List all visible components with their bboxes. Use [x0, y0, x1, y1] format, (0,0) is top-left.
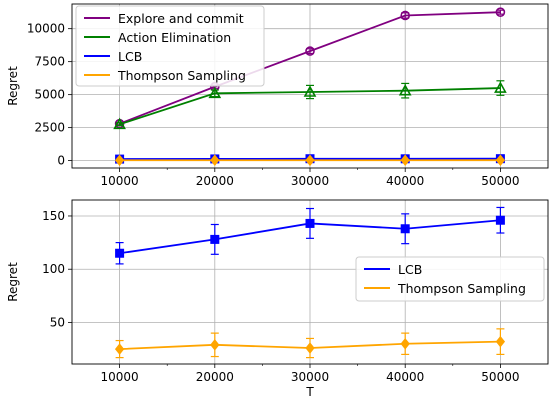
x-tick-label: 10000 [101, 370, 139, 384]
x-tick-label: 20000 [196, 370, 234, 384]
chart-panel-1: 10000 20000 30000 40000 50000 0 2500 5000 7500 10… [6, 3, 549, 188]
x-tick-label: 30000 [291, 370, 329, 384]
legend-label: LCB [398, 262, 422, 277]
y-axis-label: Regret [6, 262, 20, 302]
x-tick-label: 10000 [101, 174, 139, 188]
data-point [400, 154, 410, 167]
data-point [208, 86, 222, 99]
plot-area [114, 206, 506, 359]
x-tick-label: 40000 [386, 174, 424, 188]
legend-label: Explore and commit [118, 11, 244, 26]
data-point [115, 248, 125, 258]
data-point [305, 218, 315, 228]
data-point [210, 234, 220, 244]
data-point [210, 154, 220, 167]
y-axis-label: Regret [6, 66, 20, 106]
x-tick-label: 40000 [386, 370, 424, 384]
y-tick-label: 50 [50, 315, 65, 329]
data-point [494, 81, 507, 93]
legend: LCB Thompson Sampling [355, 256, 545, 302]
data-point [400, 10, 411, 21]
legend-label: LCB [118, 49, 142, 64]
plot-area [113, 7, 507, 167]
x-axis-label: T [305, 385, 314, 399]
x-tick-label: 50000 [481, 370, 519, 384]
data-point [305, 342, 315, 354]
y-tick-label: 150 [42, 209, 65, 223]
chart-panel-2: 10000 20000 30000 40000 50000 50 100 150 Regret T… [6, 199, 549, 399]
legend-label: Thompson Sampling [397, 281, 526, 296]
data-point [305, 46, 315, 56]
data-point [400, 224, 410, 234]
x-tick-label: 20000 [196, 174, 234, 188]
legend-box [355, 256, 545, 302]
data-point [114, 154, 125, 167]
legend-label: Action Elimination [118, 30, 231, 45]
y-tick-label: 5000 [34, 88, 65, 102]
data-point [400, 337, 410, 350]
data-point [305, 154, 315, 167]
series-action-elimination [113, 80, 507, 130]
y-tick-label: 2500 [34, 121, 65, 135]
data-point [303, 85, 317, 97]
series-thompson-sampling [114, 154, 506, 167]
x-tick-label: 50000 [481, 174, 519, 188]
y-tick-label: 100 [42, 262, 65, 276]
data-point [210, 339, 220, 351]
y-tick-label: 0 [57, 154, 65, 168]
legend-box [75, 5, 265, 87]
x-tick-label: 30000 [291, 174, 329, 188]
data-point [114, 343, 125, 355]
series-thompson-sampling [114, 328, 506, 359]
data-point [495, 335, 506, 348]
data-point [113, 117, 126, 130]
legend: Explore and commit Action Elimination LCB T… [75, 5, 265, 87]
series-lcb [115, 206, 505, 265]
axes-frame [71, 3, 549, 169]
data-point [495, 215, 505, 225]
axes-frame [71, 199, 549, 365]
legend-label: Thompson Sampling [117, 68, 246, 83]
data-point [495, 154, 506, 166]
y-tick-label: 10000 [27, 22, 65, 36]
y-tick-label: 7500 [34, 55, 65, 69]
data-point [398, 84, 412, 96]
data-point [495, 7, 506, 17]
